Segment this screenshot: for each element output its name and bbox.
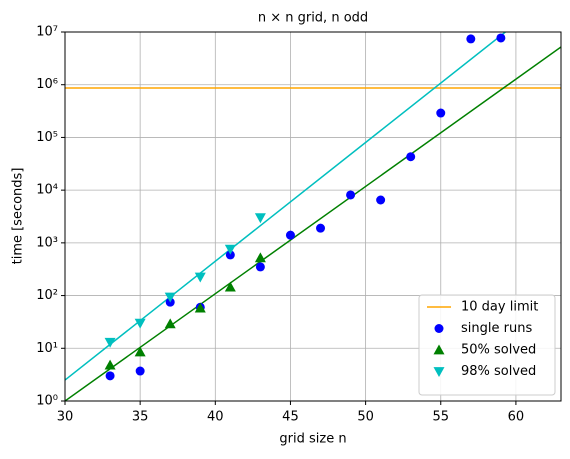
marker	[376, 195, 386, 205]
x-tick-label: 35	[132, 410, 149, 425]
marker	[104, 337, 116, 348]
marker	[255, 262, 265, 272]
marker	[285, 230, 295, 240]
y-tick-label: 10⁵	[36, 130, 58, 145]
x-tick-label: 45	[282, 410, 299, 425]
marker	[135, 366, 145, 376]
y-tick-label: 10¹	[36, 341, 58, 356]
y-tick-label: 10⁰	[36, 394, 58, 409]
marker	[225, 250, 235, 260]
marker	[134, 318, 146, 329]
x-tick-label: 55	[432, 410, 449, 425]
y-tick-label: 10³	[36, 235, 58, 250]
legend-label: 10 day limit	[461, 300, 538, 315]
legend-swatch	[433, 367, 445, 377]
marker	[194, 272, 206, 283]
marker	[224, 281, 236, 292]
marker	[346, 190, 356, 200]
marker	[224, 244, 236, 255]
marker	[254, 252, 266, 263]
legend-box	[418, 294, 556, 396]
marker	[254, 213, 266, 224]
legend-label: single runs	[461, 321, 532, 336]
legend-label: 98% solved	[461, 364, 536, 379]
y-axis-label: time [seconds]	[11, 168, 26, 265]
marker	[436, 108, 446, 118]
marker	[466, 34, 476, 44]
legend-label: 50% solved	[461, 343, 536, 358]
marker	[496, 33, 506, 43]
chart-title: n × n grid, n odd	[258, 11, 368, 26]
marker	[104, 359, 116, 370]
marker	[316, 223, 326, 233]
y-tick-label: 10⁷	[36, 25, 58, 40]
marker	[134, 346, 146, 357]
x-tick-label: 60	[508, 410, 525, 425]
y-tick-label: 10⁶	[36, 77, 58, 92]
legend-swatch	[433, 344, 445, 355]
plot-frame	[64, 31, 562, 402]
x-tick-label: 40	[207, 410, 224, 425]
x-axis-label: grid size n	[279, 432, 346, 447]
x-tick-label: 30	[57, 410, 74, 425]
marker	[406, 152, 416, 162]
plot-area	[65, 32, 561, 401]
legend: 10 day limit single runs 50% solved 98% sol…	[418, 294, 556, 396]
x-tick-label: 50	[357, 410, 374, 425]
marker	[164, 292, 176, 303]
marker	[194, 302, 206, 313]
legend-swatch	[434, 324, 444, 333]
marker	[105, 371, 115, 381]
y-tick-label: 10²	[36, 288, 58, 303]
fit-line	[65, 46, 561, 401]
marker	[164, 318, 176, 329]
y-tick-label: 10⁴	[36, 183, 58, 198]
